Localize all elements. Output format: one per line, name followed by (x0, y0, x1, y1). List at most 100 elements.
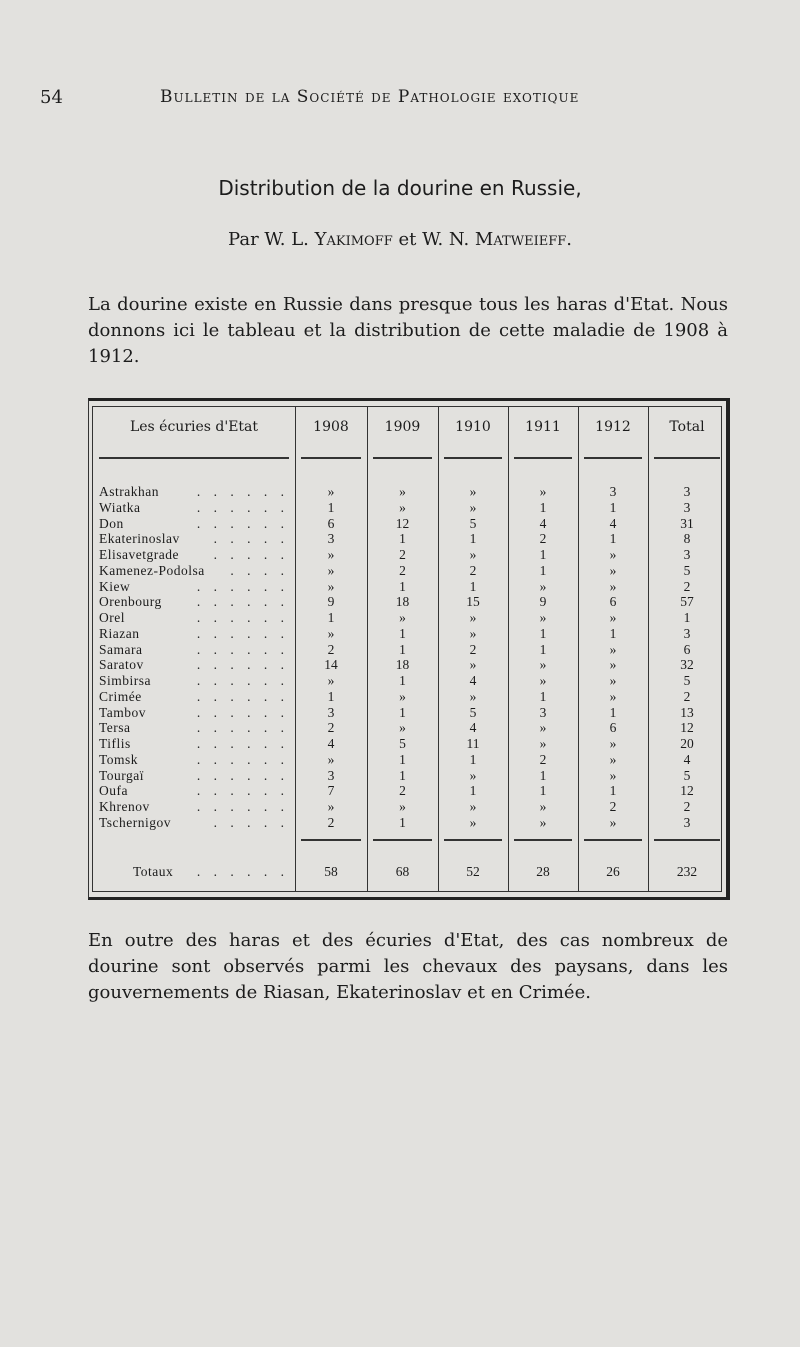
leader-dots: . . . . . . (196, 625, 289, 641)
stable-name: Orenbourg (99, 594, 162, 610)
year-cell: 18 (395, 657, 410, 673)
table-row: Wiatka . . . . . . 1 » » 1 1 3 (93, 500, 721, 515)
year-cell: 2 (399, 783, 406, 799)
year-cell: » (609, 751, 617, 767)
total-cell: 13 (680, 704, 694, 720)
table-row: Tschernigov . . . . . 2 1 » » » 3 (93, 815, 721, 830)
leader-dots: . . . . . . (196, 515, 289, 531)
year-cell: » (539, 610, 547, 625)
leader-dots: . . . . . . (196, 641, 289, 657)
year-cell: 1 (327, 610, 335, 625)
leader-dots: . . . . . . (196, 736, 289, 751)
stable-name: Tersa (99, 720, 131, 736)
stable-label-group: Tambov . . . . . . (99, 705, 289, 720)
year-cell: 18 (395, 594, 410, 610)
stable-name: Tschernigov (99, 814, 172, 830)
rule (514, 839, 572, 841)
year-cell: 4 (327, 736, 335, 751)
year-cell: » (399, 688, 406, 704)
year-cell: » (399, 720, 406, 736)
year-cell: 2 (539, 531, 547, 547)
stable-name: Kamenez-Podolsa (99, 562, 205, 578)
year-cell: 1 (609, 783, 617, 799)
total-cell: 3 (683, 814, 691, 830)
year-cell: 1 (327, 499, 335, 515)
year-cell: 1 (399, 531, 406, 547)
column-divider (578, 407, 579, 891)
year-cell: 1 (539, 547, 547, 562)
rule (514, 457, 572, 459)
column-divider (508, 407, 509, 891)
stable-label-group: Tiflis . . . . . . (99, 736, 289, 751)
table-row: Tiflis . . . . . . 4 5 11 » » 20 (93, 736, 721, 751)
rule (373, 457, 432, 459)
table-row: Saratov . . . . . . 14 18 » » » 32 (93, 657, 721, 672)
stable-label-group: Tersa . . . . . . (99, 720, 289, 735)
stable-name: Crimée (99, 688, 142, 704)
column-divider (648, 407, 649, 891)
year-cell: » (469, 610, 477, 625)
table-row: Oufa . . . . . . 7 2 1 1 1 12 (93, 783, 721, 798)
total-cell: 57 (680, 594, 694, 610)
leader-dots: . . . . . . (196, 751, 289, 767)
stable-label-group: Astrakhan . . . . . . (99, 484, 289, 499)
year-cell: » (539, 799, 547, 814)
year-cell: 1 (327, 688, 335, 704)
year-cell: 9 (539, 594, 547, 610)
rule (654, 839, 720, 841)
stable-name: Tambov (99, 704, 147, 720)
year-cell: 1 (539, 767, 547, 783)
page-number: 54 (40, 87, 63, 108)
year-cell: » (327, 578, 335, 594)
year-cell: 6 (609, 594, 617, 610)
year-cell: 1 (469, 531, 477, 547)
year-cell: » (327, 625, 335, 641)
year-cell: » (469, 688, 477, 704)
stable-label-group: Orenbourg . . . . . . (99, 594, 289, 609)
leader-dots: . . . . . . (196, 783, 289, 799)
year-cell: » (327, 799, 335, 814)
year-cell: 1 (539, 499, 547, 515)
leader-dots: . . . . . . (196, 578, 289, 594)
year-cell: 5 (399, 736, 406, 751)
leader-dots: . . . . . . (196, 688, 289, 704)
year-cell: 2 (469, 641, 477, 657)
leader-dots: . . . . . . (196, 499, 289, 515)
column-header: 1909 (384, 419, 421, 435)
year-cell: » (327, 547, 335, 562)
stable-name: Samara (99, 641, 143, 657)
year-cell: 1 (399, 751, 406, 767)
stable-name: Ekaterinoslav (99, 531, 180, 547)
total-cell: 31 (680, 515, 694, 531)
total-cell: 2 (683, 799, 691, 814)
leader-dots: . . . . . . (196, 704, 289, 720)
year-cell: » (469, 657, 477, 673)
table-row: Orel . . . . . . 1 » » » » 1 (93, 610, 721, 625)
leader-dots: . . . . . . (196, 799, 289, 814)
leader-dots: . . . . . (213, 547, 289, 562)
year-cell: » (469, 814, 477, 830)
year-cell: 1 (539, 783, 547, 799)
total-cell: 1 (683, 610, 691, 625)
stable-label-group: Khrenov . . . . . . (99, 799, 289, 814)
year-cell: 15 (466, 594, 480, 610)
year-cell: 1 (399, 673, 406, 688)
year-cell: » (609, 547, 617, 562)
year-cell: 12 (395, 515, 410, 531)
year-cell: 4 (609, 515, 617, 531)
year-cell: » (539, 673, 547, 688)
year-cell: 1 (399, 814, 406, 830)
year-cell: » (609, 814, 617, 830)
column-header: Les écuries d'Etat (129, 419, 259, 435)
year-cell: 6 (327, 515, 335, 531)
table-row: Kamenez-Podolsa . . . . » 2 2 1 » 5 (93, 563, 721, 578)
total-cell: 2 (683, 688, 691, 704)
column-header: 1911 (525, 419, 561, 435)
year-cell: » (609, 767, 617, 783)
year-cell: 2 (399, 547, 406, 562)
stable-name: Elisavetgrade (99, 547, 179, 562)
year-cell: 4 (539, 515, 547, 531)
year-cell: » (469, 484, 477, 499)
year-cell: 1 (399, 625, 406, 641)
leader-dots: . . . . . . (196, 594, 289, 610)
